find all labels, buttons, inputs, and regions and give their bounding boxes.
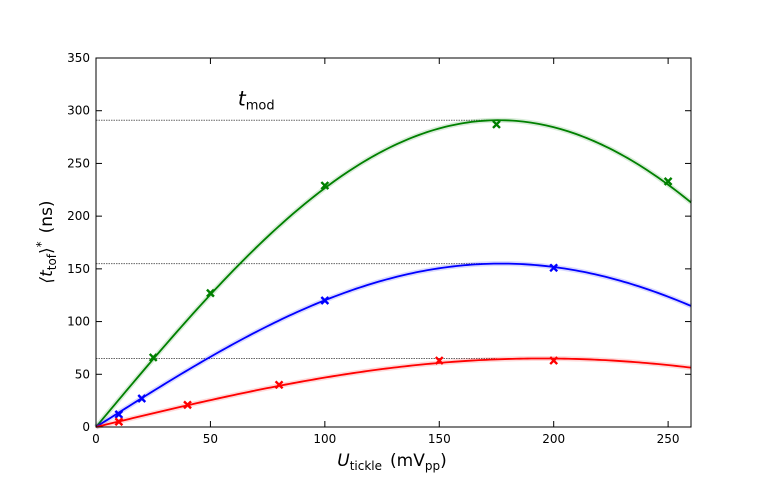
x-tick-label-3: 150 bbox=[428, 432, 451, 446]
x-axis-label-unit-post: ) bbox=[440, 451, 447, 471]
y-axis-label-post: ⟩ bbox=[37, 247, 57, 254]
data-point-s1-1 bbox=[137, 394, 147, 403]
marker-stroke-b bbox=[549, 356, 559, 365]
marker-stroke-b bbox=[206, 288, 215, 298]
x-tick-label-2: 100 bbox=[313, 432, 336, 446]
data-point-s2-4 bbox=[549, 356, 559, 365]
marker-stroke-b bbox=[320, 181, 330, 190]
data-point-s0-1 bbox=[206, 288, 215, 298]
data-point-s0-0 bbox=[148, 353, 158, 362]
x-tick-label-1: 50 bbox=[203, 432, 218, 446]
y-tick-label-5: 250 bbox=[67, 156, 90, 170]
x-axis-label-unit-pre: (mV bbox=[390, 451, 425, 471]
fit-curve-2 bbox=[95, 357, 692, 428]
x-axis-label: Utickle (mVpp) bbox=[337, 451, 446, 473]
fit-curve-1 bbox=[95, 262, 692, 428]
data-point-s0-3 bbox=[492, 120, 501, 129]
marker-stroke-b bbox=[137, 394, 147, 403]
x-tick-label-0: 0 bbox=[92, 432, 100, 446]
marker-stroke-b bbox=[183, 400, 192, 410]
y-tick-label-7: 350 bbox=[67, 51, 90, 65]
marker-stroke-b bbox=[549, 263, 559, 273]
x-tick-label-5: 250 bbox=[657, 432, 680, 446]
reference-lines bbox=[96, 119, 497, 359]
marker-stroke-b bbox=[663, 177, 673, 186]
y-axis-label-sup: * bbox=[34, 241, 48, 247]
x-axis-label-sub: tickle bbox=[350, 459, 382, 473]
x-axis-label-main: U bbox=[337, 451, 350, 471]
tmod-annotation-sub: mod bbox=[246, 98, 275, 113]
y-tick-label-4: 200 bbox=[67, 209, 90, 223]
data-point-s2-2 bbox=[274, 380, 284, 390]
y-tick-label-2: 100 bbox=[67, 315, 90, 329]
y-tick-label-3: 150 bbox=[67, 262, 90, 276]
y-axis-label-pre: ⟨t bbox=[37, 269, 57, 284]
y-tick-label-0: 0 bbox=[82, 420, 90, 434]
data-point-s1-2 bbox=[320, 296, 330, 305]
data-point-s2-1 bbox=[183, 400, 192, 410]
x-axis-label-unit-sub: pp bbox=[425, 459, 440, 473]
marker-stroke-b bbox=[114, 410, 124, 419]
marker-stroke-b bbox=[274, 380, 284, 390]
data-point-s2-3 bbox=[434, 356, 444, 365]
y-axis-label: ⟨ttof⟩* (ns) bbox=[34, 200, 59, 283]
plot-frame bbox=[95, 57, 692, 428]
marker-stroke-b bbox=[114, 417, 124, 427]
x-tick-label-4: 200 bbox=[542, 432, 565, 446]
y-axis-label-sub: tof bbox=[45, 253, 59, 270]
tmod-annotation: tmod bbox=[238, 86, 275, 113]
fit-curve-0 bbox=[95, 119, 692, 428]
y-axis-label-unit: (ns) bbox=[37, 200, 57, 233]
data-point-s2-0 bbox=[114, 417, 124, 427]
data-point-s0-2 bbox=[320, 181, 330, 190]
tmod-annotation-main: t bbox=[238, 86, 247, 110]
fit-curves bbox=[94, 117, 693, 430]
marker-stroke-b bbox=[148, 353, 158, 362]
data-markers bbox=[114, 120, 673, 427]
y-tick-label-1: 50 bbox=[75, 367, 90, 381]
marker-stroke-b bbox=[434, 356, 444, 365]
data-point-s1-3 bbox=[549, 263, 559, 273]
marker-stroke-b bbox=[492, 120, 501, 129]
data-point-s0-4 bbox=[663, 177, 673, 186]
data-point-s1-0 bbox=[114, 410, 124, 419]
marker-stroke-b bbox=[320, 296, 330, 305]
y-tick-label-6: 300 bbox=[67, 104, 90, 118]
axis-ticks: 0 50 100 150 200 250 0 50 100 150 200 250 300 350 bbox=[67, 51, 691, 446]
